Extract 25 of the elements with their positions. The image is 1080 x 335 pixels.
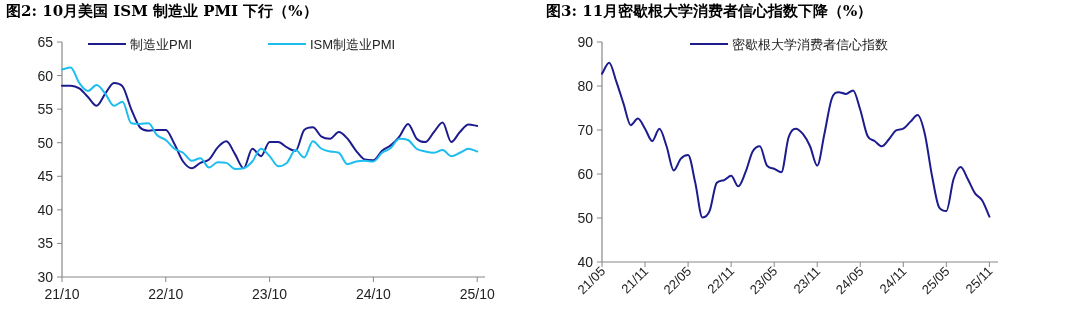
chart-title: 图2: 10月美国 ISM 制造业 PMI 下行（%） <box>6 2 318 21</box>
y-tick-label: 70 <box>577 122 594 138</box>
y-tick-label: 40 <box>577 254 594 270</box>
x-tick-label: 25/10 <box>459 286 495 302</box>
line-series <box>601 61 991 219</box>
y-tick-label: 45 <box>37 168 54 185</box>
x-tick-label: 24/10 <box>355 286 392 302</box>
y-tick-label: 50 <box>37 134 54 151</box>
y-tick-label: 30 <box>37 269 54 285</box>
legend-label: 制造业PMI <box>130 37 193 52</box>
x-tick-label: 22/10 <box>148 286 184 302</box>
y-tick-label: 60 <box>577 166 594 182</box>
y-tick-label: 90 <box>577 34 594 50</box>
y-tick-label: 35 <box>37 235 54 252</box>
legend-label: 密歇根大学消费者信心指数 <box>732 37 888 52</box>
y-tick-label: 55 <box>37 101 54 118</box>
x-tick-label: 21/10 <box>44 286 80 302</box>
y-tick-label: 60 <box>37 67 54 84</box>
y-tick-label: 65 <box>37 34 54 50</box>
chart-title: 图3: 11月密歇根大学消费者信心指数下降（%） <box>546 2 873 21</box>
legend-label: ISM制造业PMI <box>310 37 396 52</box>
y-tick-label: 80 <box>577 78 594 94</box>
y-tick-label: 50 <box>577 210 594 226</box>
x-tick-label: 23/10 <box>252 286 288 302</box>
y-tick-label: 40 <box>37 201 54 218</box>
